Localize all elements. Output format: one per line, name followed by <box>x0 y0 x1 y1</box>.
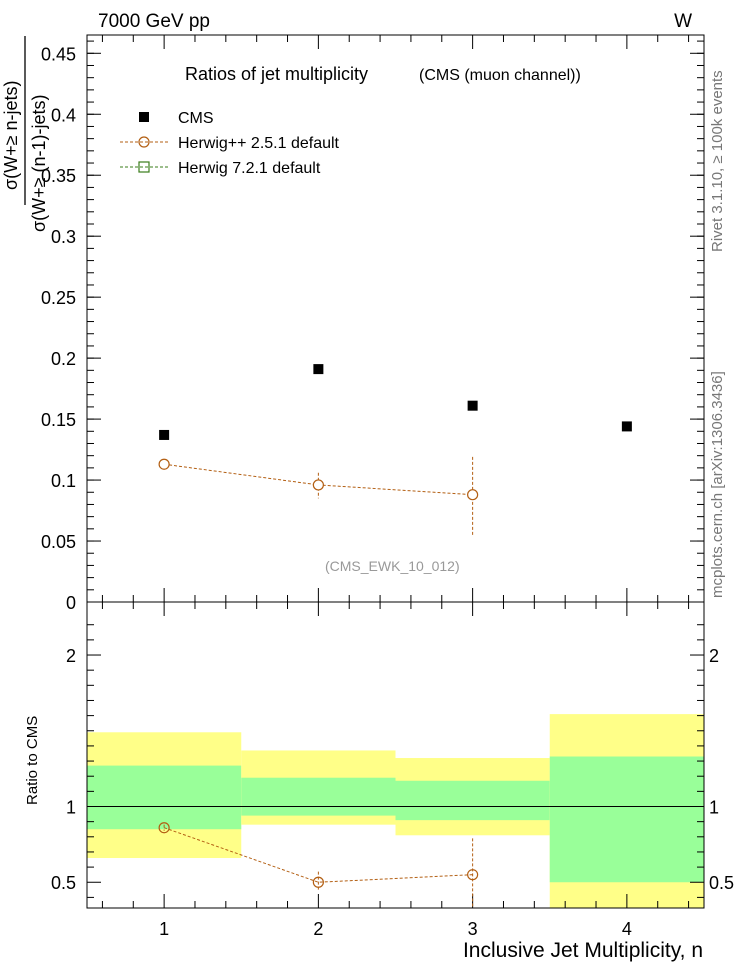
ratio-band-green-4 <box>549 756 704 883</box>
ratio-plot-frame <box>86 601 705 909</box>
energy-label: 7000 GeV pp <box>98 11 210 32</box>
ratio-herwigpp-data-point-3 <box>467 869 479 881</box>
analysis-annotation: (CMS_EWK_10_012) <box>325 558 460 574</box>
y-label-numerator: σ(W+≥ n-jets) <box>1 81 21 191</box>
herwigpp-data-point-1 <box>158 458 170 470</box>
ratio-y-tick-label-left: 2 <box>66 646 76 666</box>
legend-cms-marker <box>139 112 149 122</box>
legend-herwig7-label: Herwig 7.2.1 default <box>178 160 321 177</box>
ratio-y-tick-label-right: 2 <box>709 646 719 666</box>
x-tick-label: 1 <box>159 919 169 939</box>
ratio-y-tick-label-right: 0.5 <box>709 873 734 893</box>
chart-subtitle: (CMS (muon channel)) <box>419 67 581 84</box>
main-y-tick-label: 0.1 <box>51 471 76 491</box>
main-y-tick-label: 0.15 <box>41 410 76 430</box>
legend-herwigpp-marker <box>138 136 150 148</box>
main-marks <box>158 364 632 535</box>
main-y-axis-label: σ(W+≥ n-jets) σ(W+≥ (n-1)-jets) <box>1 36 49 232</box>
rivet-label: Rivet 3.1.10, ≥ 100k events <box>709 70 726 252</box>
main-y-tick-label: 0.05 <box>41 532 76 552</box>
legend-herwig7-marker <box>138 161 150 173</box>
x-tick-label: 2 <box>313 919 323 939</box>
cms-data-point-1 <box>159 429 170 440</box>
ratio-bands <box>87 714 704 908</box>
main-y-tick-label: 0.25 <box>41 288 76 308</box>
herwigpp-data-point-3 <box>467 489 479 501</box>
ratio-band-green-1 <box>87 765 242 830</box>
chart-title: Ratios of jet multiplicity <box>185 64 368 84</box>
ratio-marks <box>158 822 479 907</box>
x-tick-label: 3 <box>468 919 478 939</box>
legend: CMS Herwig++ 2.5.1 default Herwig 7.2.1 … <box>120 110 340 177</box>
x-tick-label: 4 <box>622 919 632 939</box>
ratio-herwigpp-data-point-1 <box>158 822 170 834</box>
ratio-band-green-3 <box>395 780 550 821</box>
ratio-y-tick-label-left: 1 <box>66 798 76 818</box>
cms-data-point-3 <box>467 400 478 411</box>
main-y-tick-label: 0.45 <box>41 44 76 64</box>
main-y-tick-label: 0.2 <box>51 349 76 369</box>
mcplots-label: mcplots.cern.ch [arXiv:1306.3436] <box>709 371 726 598</box>
legend-cms-label: CMS <box>178 110 214 127</box>
cms-data-point-2 <box>313 364 324 375</box>
ratio-herwigpp-data-point-2 <box>312 876 324 888</box>
main-y-tick-label: 0.35 <box>41 166 76 186</box>
legend-herwigpp-label: Herwig++ 2.5.1 default <box>178 135 340 152</box>
main-axes: 0 0.05 0.1 0.15 0.2 0.25 0.3 0.35 0.4 0.45 <box>41 35 704 613</box>
main-y-tick-label: 0.4 <box>51 105 76 125</box>
main-y-tick-label: 0 <box>66 593 76 613</box>
x-axis-label: Inclusive Jet Multiplicity, n <box>463 939 703 962</box>
herwigpp-data-point-2 <box>312 479 324 491</box>
ratio-y-axis-label: Ratio to CMS <box>24 716 41 805</box>
main-y-tick-label: 0.3 <box>51 227 76 247</box>
ratio-y-tick-label-right: 1 <box>709 798 719 818</box>
ratio-axes: 0.5 0.5 1 1 2 2 1 2 3 4 <box>51 602 734 939</box>
ratio-band-green-2 <box>241 777 396 816</box>
ratio-herwigpp-line <box>163 827 473 883</box>
process-label: W <box>674 11 692 32</box>
ratio-y-tick-label-left: 0.5 <box>51 873 76 893</box>
y-label-denominator: σ(W+≥ (n-1)-jets) <box>29 95 49 233</box>
cms-data-point-4 <box>621 421 632 432</box>
